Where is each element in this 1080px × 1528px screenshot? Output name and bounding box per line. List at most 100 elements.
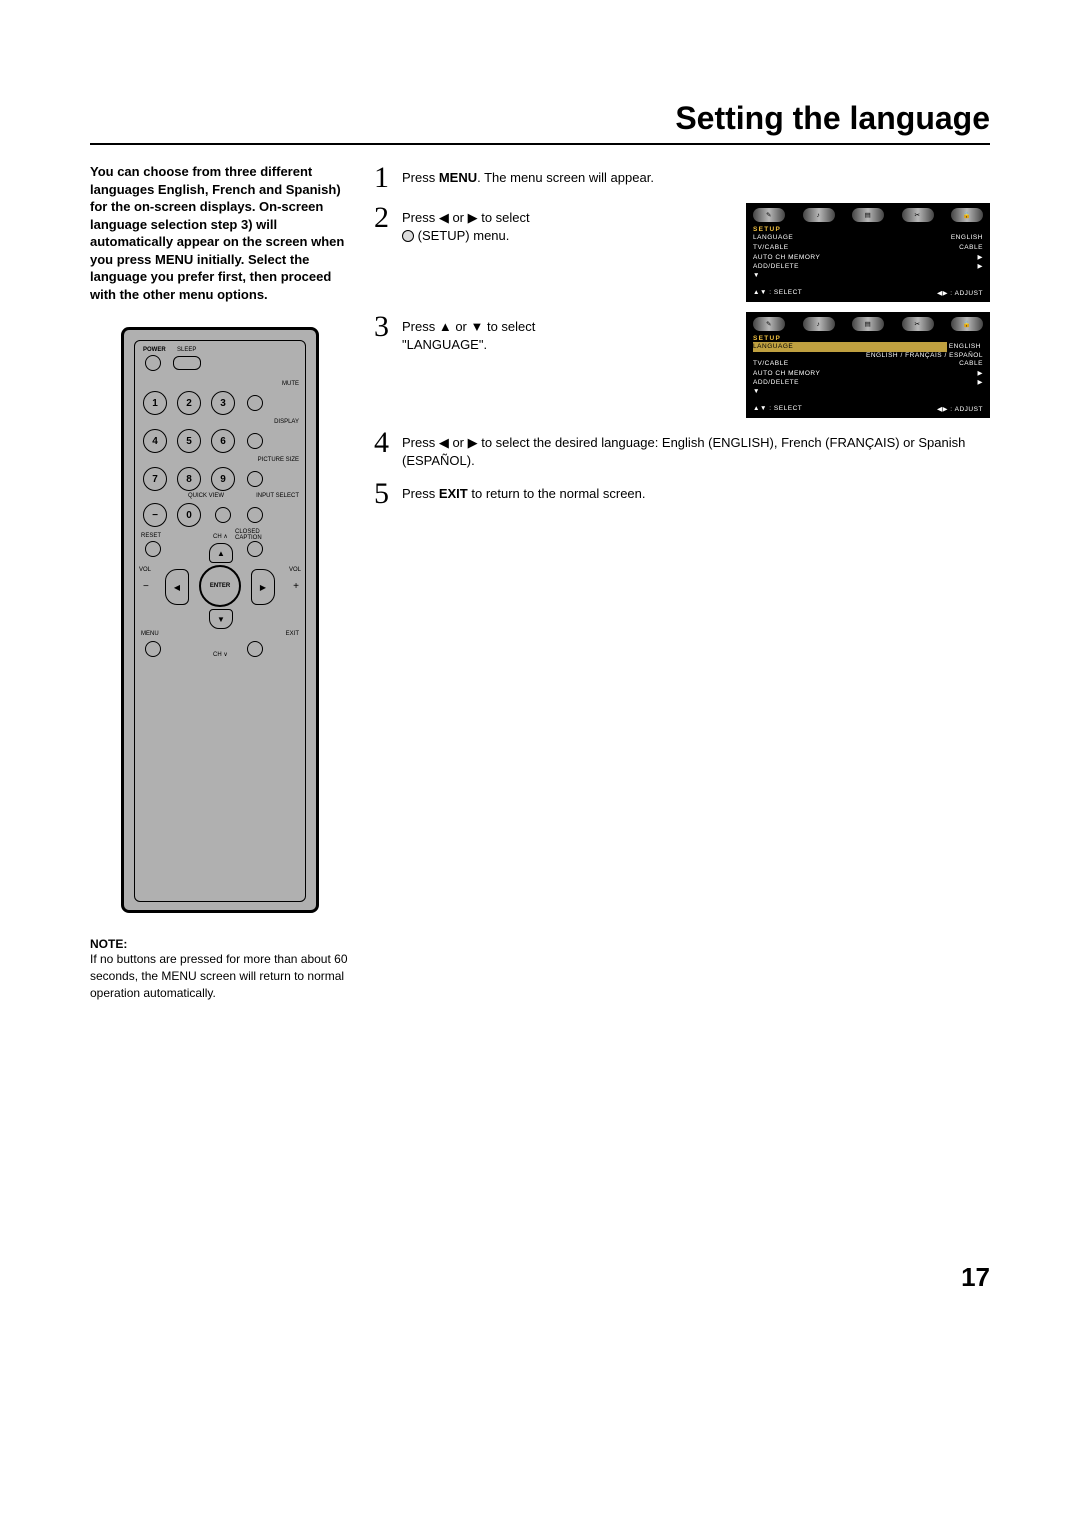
step-5-post: to return to the normal screen. <box>468 486 646 501</box>
page-number: 17 <box>90 1262 990 1293</box>
step-3-line-a: Press ▲ or ▼ to select <box>402 319 535 334</box>
osd2-footer-select: ▲▼ : SELECT <box>753 405 802 413</box>
osd-language-menu: ✎ ♪ ▤ ✂ 🔒 SETUP LANGUAGE ENGLISH ENGLISH… <box>746 312 990 418</box>
power-label: POWER <box>143 347 166 353</box>
osd-row-language-label: LANGUAGE <box>753 233 793 243</box>
display-button <box>247 433 263 449</box>
osd-row-adddel-value: ▶ <box>977 262 983 272</box>
step-2-number: 2 <box>374 203 394 233</box>
num-3-button: 3 <box>211 391 235 415</box>
num-7-button: 7 <box>143 467 167 491</box>
osd-footer-adjust: ◀▶ : ADJUST <box>937 289 983 297</box>
mute-button <box>247 395 263 411</box>
osd-row-adddel-label: ADD/DELETE <box>753 262 799 272</box>
horizontal-rule <box>90 143 990 145</box>
step-4-text: Press ◀ or ▶ to select the desired langu… <box>402 428 990 469</box>
osd2-row-adddel-label: ADD/DELETE <box>753 378 799 388</box>
closed-caption-label: CLOSEDCAPTION <box>235 529 262 541</box>
enter-button: ENTER <box>199 565 241 607</box>
osd-hl-language-label: LANGUAGE <box>753 342 793 352</box>
osd-icon-audio: ♪ <box>803 208 835 222</box>
sleep-button <box>173 356 201 370</box>
picture-size-label: PICTURE SIZE <box>258 457 299 463</box>
mute-label: MUTE <box>282 381 299 387</box>
minus-button: − <box>143 503 167 527</box>
num-9-label: 9 <box>220 474 226 485</box>
right-column: 1 Press MENU. The menu screen will appea… <box>374 163 990 1002</box>
osd-row-tvcable-value: CABLE <box>959 243 983 253</box>
step-4-number: 4 <box>374 428 394 458</box>
left-column: You can choose from three different lang… <box>90 163 350 1002</box>
osd-row-autoch-label: AUTO CH MEMORY <box>753 253 820 263</box>
step-1-number: 1 <box>374 163 394 193</box>
osd-icon-picture-2: ✎ <box>753 317 785 331</box>
osd-title: SETUP <box>753 226 983 233</box>
ch-down-label: CH ∨ <box>213 651 228 658</box>
osd2-row-adddel-value: ▶ <box>977 378 983 388</box>
manual-page: Setting the language You can choose from… <box>90 100 990 1293</box>
picture-size-button <box>247 471 263 487</box>
step-5-bold: EXIT <box>439 486 468 501</box>
dpad-left-button: ◀ <box>165 569 189 605</box>
num-2-label: 2 <box>186 398 192 409</box>
num-5-button: 5 <box>177 429 201 453</box>
dpad-down-button: ▼ <box>209 609 233 629</box>
step-1-bold: MENU <box>439 170 477 185</box>
reset-label: RESET <box>141 533 161 539</box>
note-heading: NOTE: <box>90 937 350 951</box>
num-1-button: 1 <box>143 391 167 415</box>
osd-row-autoch-value: ▶ <box>977 253 983 263</box>
dpad: ▲ ▼ ◀ ▶ ENTER <box>165 551 275 621</box>
menu-label: MENU <box>141 631 159 637</box>
num-4-button: 4 <box>143 429 167 453</box>
step-3: 3 Press ▲ or ▼ to select "LANGUAGE". ✎ ♪… <box>374 312 990 418</box>
step-5: 5 Press EXIT to return to the normal scr… <box>374 479 990 509</box>
osd-icon-audio-2: ♪ <box>803 317 835 331</box>
osd-icon-lock-2: 🔒 <box>951 317 983 331</box>
quick-view-label: QUICK VIEW <box>188 493 224 499</box>
osd-row-language-value: ENGLISH <box>951 233 983 243</box>
vol-left-label: VOL <box>139 567 151 573</box>
step-1-post: . The menu screen will appear. <box>477 170 654 185</box>
num-7-label: 7 <box>152 474 158 485</box>
step-3-text: Press ▲ or ▼ to select "LANGUAGE". <box>402 312 535 353</box>
sleep-label: SLEEP <box>177 347 196 353</box>
osd-icon-setup: ▤ <box>852 208 884 222</box>
step-2-line-b: (SETUP) menu. <box>418 228 510 243</box>
osd2-row-autoch-label: AUTO CH MEMORY <box>753 369 820 379</box>
vol-plus-label: + <box>293 581 299 592</box>
step-3-line-b: "LANGUAGE". <box>402 337 487 352</box>
note-body: If no buttons are pressed for more than … <box>90 951 350 1001</box>
num-0-button: 0 <box>177 503 201 527</box>
osd-icon-row-2: ✎ ♪ ▤ ✂ 🔒 <box>753 317 983 331</box>
content-columns: You can choose from three different lang… <box>90 163 990 1002</box>
input-select-button <box>247 507 263 523</box>
vol-right-label: VOL <box>289 567 301 573</box>
osd2-row-tvcable-label: TV/CABLE <box>753 359 789 369</box>
dpad-up-button: ▲ <box>209 543 233 563</box>
num-4-label: 4 <box>152 436 158 447</box>
num-6-label: 6 <box>220 436 226 447</box>
num-9-button: 9 <box>211 467 235 491</box>
step-2-line-a: Press ◀ or ▶ to select <box>402 210 530 225</box>
osd-title-2: SETUP <box>753 335 983 342</box>
osd2-footer-adjust: ◀▶ : ADJUST <box>937 405 983 413</box>
osd-hl-language-value: ENGLISH <box>947 342 983 352</box>
minus-label: − <box>152 510 158 521</box>
step-1-pre: Press <box>402 170 439 185</box>
num-8-label: 8 <box>186 474 192 485</box>
page-title: Setting the language <box>90 100 990 137</box>
setup-icon <box>402 230 414 242</box>
step-1-text: Press MENU. The menu screen will appear. <box>402 163 654 187</box>
osd-icon-lock: 🔒 <box>951 208 983 222</box>
step-5-pre: Press <box>402 486 439 501</box>
num-8-button: 8 <box>177 467 201 491</box>
osd-footer-select: ▲▼ : SELECT <box>753 289 802 297</box>
step-5-number: 5 <box>374 479 394 509</box>
osd-icon-setup-2: ▤ <box>852 317 884 331</box>
osd2-row-autoch-value: ▶ <box>977 369 983 379</box>
exit-label: EXIT <box>286 631 299 637</box>
osd-language-options: ENGLISH / FRANÇAIS / ESPAÑOL <box>753 352 983 359</box>
step-3-number: 3 <box>374 312 394 342</box>
menu-button <box>145 641 161 657</box>
